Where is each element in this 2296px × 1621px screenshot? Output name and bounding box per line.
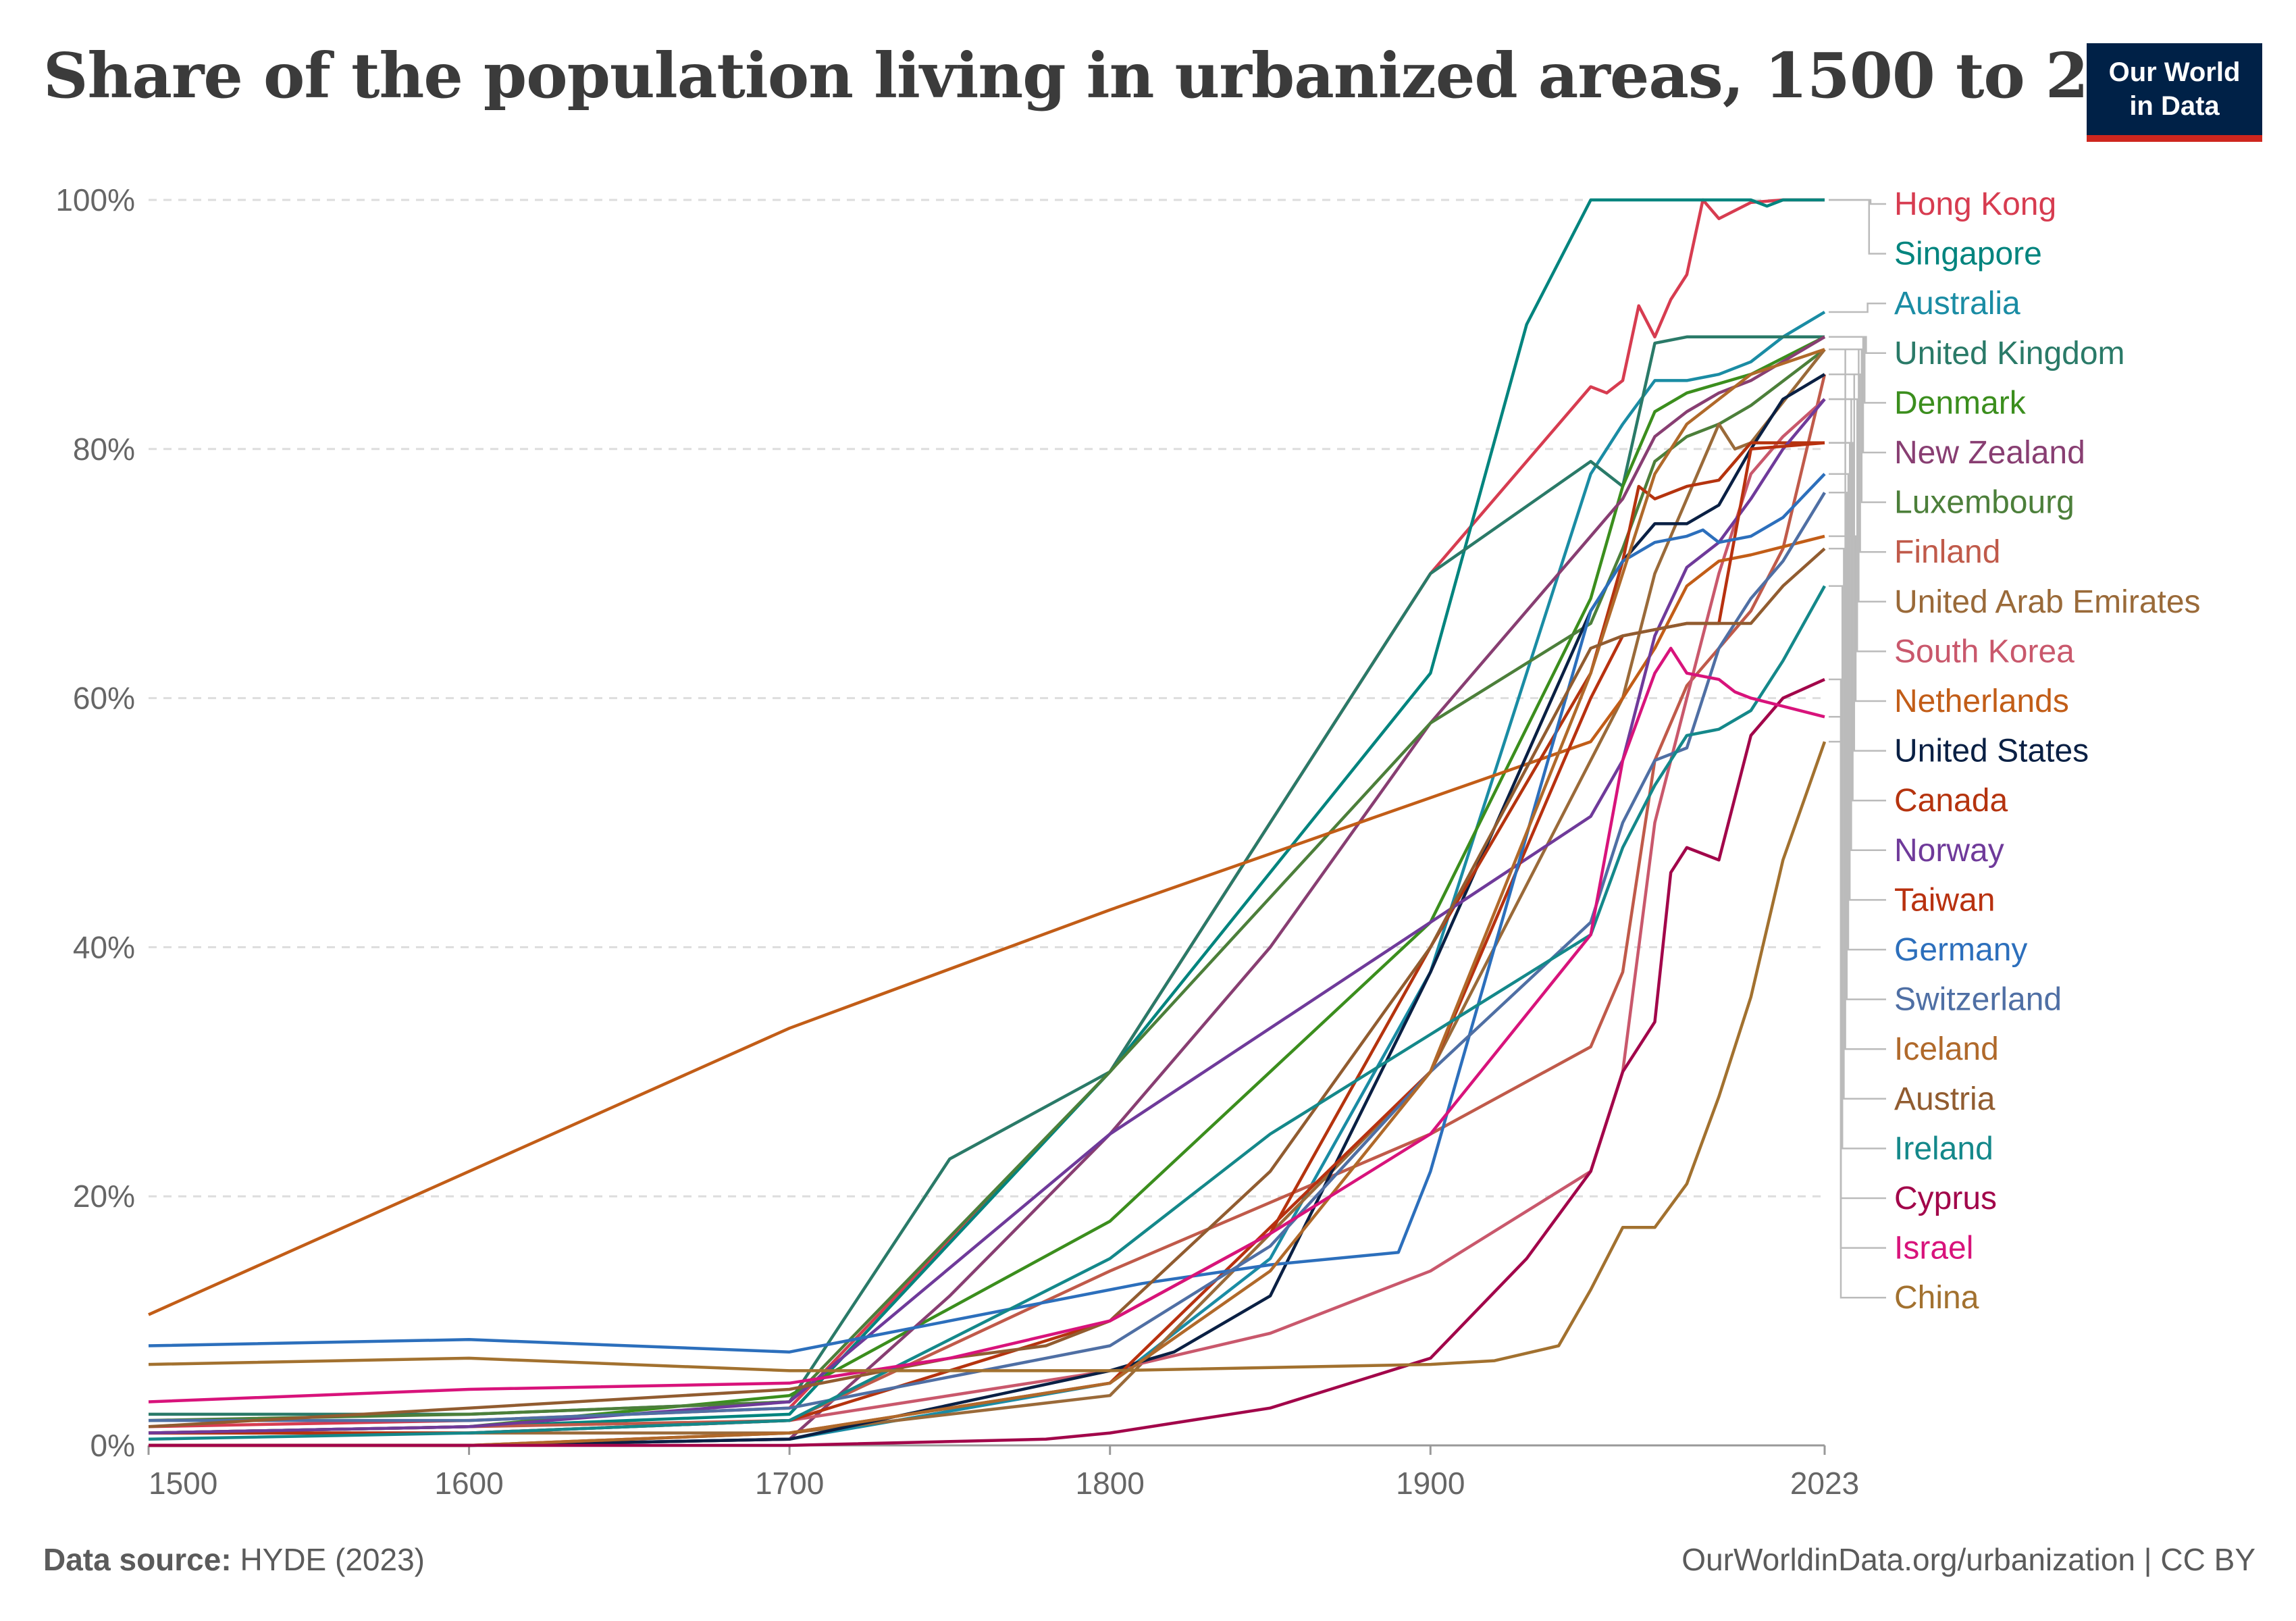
legend-connector bbox=[1829, 336, 1886, 355]
series-line-germany[interactable] bbox=[148, 473, 1826, 1354]
series-label-germany[interactable]: Germany bbox=[1894, 932, 2027, 968]
series-line-united-kingdom[interactable] bbox=[149, 335, 1825, 1416]
series-line-united-states[interactable] bbox=[149, 373, 1826, 1447]
series-line-new-zealand[interactable] bbox=[149, 335, 1826, 1447]
series-label-israel[interactable]: Israel bbox=[1894, 1231, 1973, 1266]
legend-connector bbox=[1829, 548, 1886, 1100]
series-label-singapore[interactable]: Singapore bbox=[1894, 236, 2042, 272]
series-label-austria[interactable]: Austria bbox=[1894, 1081, 1995, 1117]
data-source: Data source: HYDE (2023) bbox=[43, 1541, 425, 1578]
legend-connector bbox=[1829, 199, 1886, 255]
x-tick-label: 2023 bbox=[1790, 1466, 1859, 1501]
logo-accent-bar bbox=[2087, 135, 2262, 142]
series-label-new-zealand[interactable]: New Zealand bbox=[1894, 435, 2085, 471]
series-line-switzerland[interactable] bbox=[149, 492, 1826, 1422]
y-axis-labels: 0% 20% 40% 60% 80% 100% bbox=[55, 182, 135, 1463]
legend-connector bbox=[1829, 585, 1886, 1150]
logo-line1: Our World bbox=[2108, 57, 2241, 87]
y-tick-label: 20% bbox=[73, 1179, 135, 1214]
series-line-china[interactable] bbox=[148, 741, 1827, 1372]
series-label-taiwan[interactable]: Taiwan bbox=[1894, 882, 1995, 918]
series-label-ireland[interactable]: Ireland bbox=[1894, 1131, 1993, 1166]
series-lines bbox=[148, 198, 1827, 1447]
y-tick-label: 40% bbox=[73, 929, 135, 964]
legend-connector bbox=[1829, 473, 1886, 951]
y-tick-label: 0% bbox=[90, 1428, 135, 1463]
series-line-south-korea[interactable] bbox=[149, 398, 1826, 1435]
series-line-hong-kong[interactable] bbox=[148, 198, 1825, 1429]
series-label-finland[interactable]: Finland bbox=[1894, 534, 2000, 570]
series-label-denmark[interactable]: Denmark bbox=[1894, 385, 2027, 421]
series-line-norway[interactable] bbox=[148, 398, 1826, 1435]
gridlines bbox=[149, 199, 1825, 1198]
series-label-iceland[interactable]: Iceland bbox=[1894, 1031, 1999, 1067]
series-line-iceland[interactable] bbox=[149, 348, 1825, 1447]
series-line-united-arab-emirates[interactable] bbox=[149, 348, 1826, 1435]
y-tick-label: 60% bbox=[73, 681, 135, 716]
legend-connector bbox=[1829, 398, 1886, 852]
chart-title: Share of the population living in urbani… bbox=[43, 39, 2216, 112]
series-label-canada[interactable]: Canada bbox=[1894, 783, 2008, 819]
legend-connector bbox=[1829, 492, 1886, 1000]
series-line-ireland[interactable] bbox=[148, 585, 1826, 1441]
legend-connector bbox=[1829, 716, 1886, 1249]
series-label-united-arab-emirates[interactable]: United Arab Emirates bbox=[1894, 584, 2201, 620]
logo-line2: in Data bbox=[2129, 91, 2220, 121]
series-line-austria[interactable] bbox=[148, 547, 1826, 1429]
series-label-australia[interactable]: Australia bbox=[1894, 286, 2020, 321]
legend-connectors bbox=[1829, 199, 1886, 1299]
series-label-luxembourg[interactable]: Luxembourg bbox=[1894, 485, 2075, 521]
series-label-hong-kong[interactable]: Hong Kong bbox=[1894, 186, 2056, 222]
legend-connector bbox=[1829, 336, 1886, 404]
legend-connector bbox=[1829, 336, 1886, 454]
credit-link[interactable]: OurWorldinData.org/urbanization | CC BY bbox=[1681, 1542, 2255, 1577]
x-tick-label: 1500 bbox=[149, 1466, 217, 1501]
series-line-denmark[interactable] bbox=[148, 335, 1826, 1435]
x-tick-label: 1900 bbox=[1396, 1466, 1465, 1501]
series-line-canada[interactable] bbox=[149, 441, 1825, 1435]
x-tick-label: 1700 bbox=[755, 1466, 824, 1501]
legend-connector bbox=[1829, 678, 1886, 1200]
y-tick-label: 80% bbox=[73, 432, 135, 467]
series-label-norway[interactable]: Norway bbox=[1894, 833, 2004, 869]
owid-logo[interactable]: Our World in Data bbox=[2087, 43, 2262, 142]
data-source-label: Data source: bbox=[43, 1542, 232, 1577]
series-label-switzerland[interactable]: Switzerland bbox=[1894, 982, 2062, 1018]
x-axis: 1500 1600 1700 1800 1900 2023 bbox=[147, 1444, 1859, 1501]
series-line-singapore[interactable] bbox=[148, 198, 1825, 1435]
series-label-china[interactable]: China bbox=[1894, 1280, 1979, 1316]
legend-connector bbox=[1829, 349, 1886, 1050]
legend-connector bbox=[1829, 302, 1886, 313]
legend-connector bbox=[1829, 442, 1886, 901]
series-labels: Hong Kong Singapore Australia United Kingdo… bbox=[1894, 186, 2201, 1316]
legend-connector bbox=[1829, 398, 1886, 652]
series-line-netherlands[interactable] bbox=[148, 534, 1825, 1316]
legend-connector bbox=[1829, 740, 1886, 1299]
series-label-united-states[interactable]: United States bbox=[1894, 734, 2089, 769]
y-tick-label: 100% bbox=[55, 182, 135, 217]
series-line-cyprus[interactable] bbox=[149, 677, 1825, 1447]
series-label-united-kingdom[interactable]: United Kingdom bbox=[1894, 336, 2125, 371]
x-tick-label: 1800 bbox=[1076, 1466, 1145, 1501]
legend-connector bbox=[1829, 535, 1886, 702]
data-source-value[interactable]: HYDE (2023) bbox=[240, 1542, 425, 1577]
series-label-south-korea[interactable]: South Korea bbox=[1894, 634, 2075, 669]
series-line-australia[interactable] bbox=[149, 311, 1826, 1447]
series-label-netherlands[interactable]: Netherlands bbox=[1894, 684, 2069, 719]
series-label-cyprus[interactable]: Cyprus bbox=[1894, 1181, 1997, 1216]
x-tick-label: 1600 bbox=[434, 1466, 503, 1501]
legend-connector bbox=[1829, 373, 1886, 752]
